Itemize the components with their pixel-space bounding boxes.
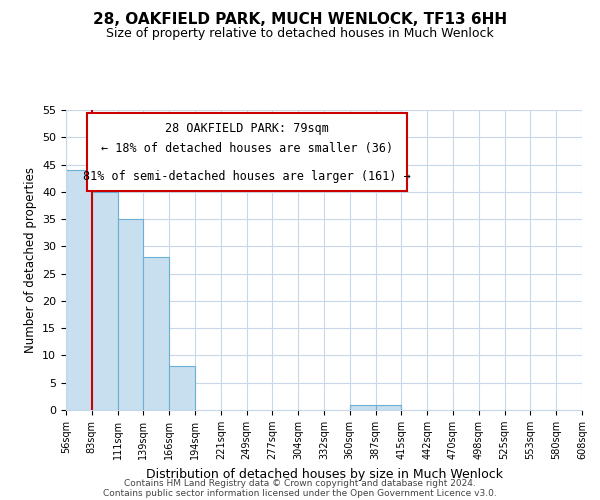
Bar (118, 219, 143, 410)
Bar (66, 170, 92, 410)
Bar (92, 192, 118, 410)
Bar (169, 366, 195, 410)
Bar (143, 258, 169, 410)
FancyBboxPatch shape (86, 113, 407, 191)
Text: ← 18% of detached houses are smaller (36): ← 18% of detached houses are smaller (36… (101, 142, 392, 154)
Bar (350, 404, 376, 410)
Text: Contains public sector information licensed under the Open Government Licence v3: Contains public sector information licen… (103, 488, 497, 498)
Bar (376, 404, 401, 410)
Text: Size of property relative to detached houses in Much Wenlock: Size of property relative to detached ho… (106, 28, 494, 40)
X-axis label: Distribution of detached houses by size in Much Wenlock: Distribution of detached houses by size … (146, 468, 503, 480)
Text: 81% of semi-detached houses are larger (161) →: 81% of semi-detached houses are larger (… (83, 170, 410, 183)
Text: 28 OAKFIELD PARK: 79sqm: 28 OAKFIELD PARK: 79sqm (164, 122, 329, 135)
Y-axis label: Number of detached properties: Number of detached properties (23, 167, 37, 353)
Text: Contains HM Land Registry data © Crown copyright and database right 2024.: Contains HM Land Registry data © Crown c… (124, 478, 476, 488)
Text: 28, OAKFIELD PARK, MUCH WENLOCK, TF13 6HH: 28, OAKFIELD PARK, MUCH WENLOCK, TF13 6H… (93, 12, 507, 28)
